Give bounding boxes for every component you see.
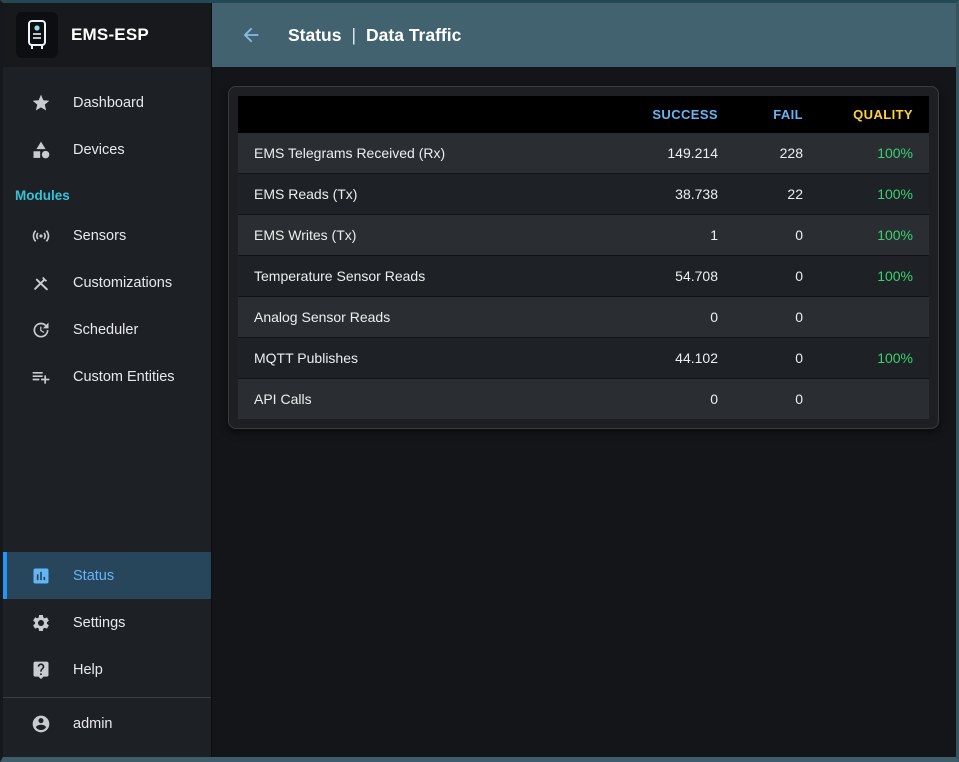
sidebar-nav: Dashboard Devices Modules Sensors Cus xyxy=(3,67,211,757)
metric-success: 0 xyxy=(604,296,734,338)
sidebar-header: EMS-ESP xyxy=(3,3,211,67)
metric-quality: 100% xyxy=(819,133,929,174)
metric-label: Analog Sensor Reads xyxy=(238,296,604,338)
sidebar-item-label: Scheduler xyxy=(73,321,139,338)
app-title: EMS-ESP xyxy=(71,25,149,44)
header-fail: FAIL xyxy=(734,96,819,133)
metric-success: 44.102 xyxy=(604,337,734,379)
metric-quality: 100% xyxy=(819,173,929,215)
back-button[interactable] xyxy=(236,20,266,50)
metric-fail: 0 xyxy=(734,337,819,379)
category-icon xyxy=(29,140,53,160)
sidebar-item-label: Custom Entities xyxy=(73,368,175,385)
sidebar-item-dashboard[interactable]: Dashboard xyxy=(3,79,211,126)
sidebar-item-scheduler[interactable]: Scheduler xyxy=(3,306,211,353)
sidebar-item-label: Sensors xyxy=(73,227,127,244)
admin-section: admin xyxy=(3,698,211,757)
sidebar-divider xyxy=(3,697,211,698)
metric-success: 54.708 xyxy=(604,255,734,297)
page-title-section: Status xyxy=(288,24,342,45)
metric-success: 1 xyxy=(604,214,734,256)
metric-label: EMS Reads (Tx) xyxy=(238,173,604,215)
table-row: MQTT Publishes 44.102 0 100% xyxy=(238,337,929,379)
appbar: Status | Data Traffic xyxy=(212,3,956,67)
modules-section-label: Modules xyxy=(15,188,70,203)
sidebar-bottom-group: Status Settings Help xyxy=(3,552,211,757)
sidebar-item-label: Dashboard xyxy=(73,94,144,111)
table-row: EMS Writes (Tx) 1 0 100% xyxy=(238,214,929,256)
sidebar-item-label: Settings xyxy=(73,614,126,631)
sidebar-item-label: Status xyxy=(73,567,115,584)
header-metric xyxy=(238,96,604,133)
playlist-add-icon xyxy=(29,367,53,387)
table-row: EMS Telegrams Received (Rx) 149.214 228 … xyxy=(238,133,929,174)
sidebar-item-customizations[interactable]: Customizations xyxy=(3,259,211,306)
metric-quality: 100% xyxy=(819,337,929,379)
sidebar-item-settings[interactable]: Settings xyxy=(3,599,211,646)
account-circle-icon xyxy=(29,714,53,734)
metric-fail: 0 xyxy=(734,255,819,297)
app-window: EMS-ESP Dashboard Devices Modules xyxy=(3,3,956,757)
sidebar-item-status[interactable]: Status xyxy=(3,552,211,599)
bar-chart-icon xyxy=(29,566,53,586)
metric-fail: 0 xyxy=(734,214,819,256)
sidebar-item-custom-entities[interactable]: Custom Entities xyxy=(3,353,211,400)
sidebar-item-devices[interactable]: Devices xyxy=(3,126,211,173)
metric-fail: 228 xyxy=(734,133,819,174)
sidebar-item-admin[interactable]: admin xyxy=(3,700,211,747)
table-header-row: SUCCESS FAIL QUALITY xyxy=(238,96,929,133)
table-row: Analog Sensor Reads 0 0 xyxy=(238,296,929,338)
sidebar: EMS-ESP Dashboard Devices Modules xyxy=(3,3,212,757)
page-title-page: Data Traffic xyxy=(366,24,462,45)
clock-update-icon xyxy=(29,320,53,340)
sidebar-item-help[interactable]: Help xyxy=(3,646,211,693)
metric-label: EMS Telegrams Received (Rx) xyxy=(238,133,604,174)
star-icon xyxy=(29,93,53,113)
metric-label: API Calls xyxy=(254,391,312,407)
data-traffic-table: SUCCESS FAIL QUALITY EMS Telegrams Recei… xyxy=(238,96,929,419)
metric-label: EMS Writes (Tx) xyxy=(238,214,604,256)
table-row: Temperature Sensor Reads 54.708 0 100% xyxy=(238,255,929,297)
sidebar-item-label: Customizations xyxy=(73,274,173,291)
data-traffic-card: SUCCESS FAIL QUALITY EMS Telegrams Recei… xyxy=(228,86,939,429)
metric-fail: 22 xyxy=(734,173,819,215)
sidebar-item-sensors[interactable]: Sensors xyxy=(3,212,211,259)
metric-label: Temperature Sensor Reads xyxy=(238,255,604,297)
construction-icon xyxy=(29,273,53,293)
metric-success: 38.738 xyxy=(604,173,734,215)
metric-success: 0 xyxy=(710,391,718,407)
metric-success: 149.214 xyxy=(604,133,734,174)
metric-fail: 0 xyxy=(795,391,803,407)
metric-label: MQTT Publishes xyxy=(238,337,604,379)
boiler-logo-icon xyxy=(28,20,46,49)
main-area: Status | Data Traffic S xyxy=(212,3,956,757)
table-row: API Calls 0 0 xyxy=(238,378,929,420)
header-quality: QUALITY xyxy=(819,96,929,133)
back-arrow-icon xyxy=(243,27,259,43)
sensors-icon xyxy=(29,226,53,246)
help-bubble-icon xyxy=(29,660,53,680)
content-area: SUCCESS FAIL QUALITY EMS Telegrams Recei… xyxy=(212,67,956,757)
metric-quality: 100% xyxy=(819,214,929,256)
sidebar-item-label: Help xyxy=(73,661,103,678)
gear-icon xyxy=(29,613,53,633)
metric-fail: 0 xyxy=(734,296,819,338)
metric-quality xyxy=(819,379,929,420)
table-row: EMS Reads (Tx) 38.738 22 100% xyxy=(238,173,929,215)
sidebar-item-label: Devices xyxy=(73,141,125,158)
sidebar-item-label: admin xyxy=(73,715,113,732)
header-success: SUCCESS xyxy=(604,96,734,133)
page-title: Status | Data Traffic xyxy=(288,25,461,46)
app-logo xyxy=(16,12,58,58)
page-title-separator: | xyxy=(351,24,357,45)
metric-quality xyxy=(819,296,929,338)
metric-quality: 100% xyxy=(819,255,929,297)
